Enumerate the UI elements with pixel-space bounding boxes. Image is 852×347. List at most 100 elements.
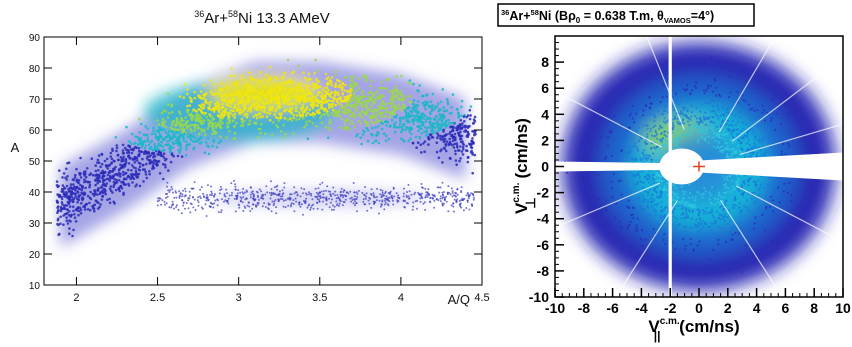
left-density-dot [138,184,142,188]
right-density-dot [723,133,726,136]
left-tail-dot [443,191,445,193]
left-tail-dot [281,198,284,201]
right-density-dot [715,210,719,213]
left-density-dot [370,103,374,106]
left-density-dot [192,146,196,149]
left-density-dot [404,111,408,114]
left-density-dot [444,142,447,146]
left-density-dot [243,106,247,109]
right-density-dot [662,208,665,211]
right-xtick-label: -2 [664,300,677,316]
right-density-dot [741,107,744,110]
right-density-dot [762,136,765,139]
left-tail-dot [264,206,267,208]
left-density-dot [184,116,187,119]
left-density-dot [352,85,356,89]
left-tail-dot [367,199,370,202]
left-density-dot [440,122,444,125]
left-density-dot [462,147,465,151]
left-density-dot [111,191,114,194]
left-density-dot [109,151,113,155]
left-density-dot [100,162,104,166]
right-density-dot [655,156,658,159]
left-density-dot [366,122,370,126]
left-density-dot [84,175,88,179]
left-density-dot [263,107,267,110]
left-tail-dot [225,188,228,191]
left-density-dot [95,176,99,180]
left-density-dot [128,157,132,160]
left-density-dot [98,176,101,179]
left-tail-dot [226,200,229,203]
right-density-dot [617,180,621,183]
left-tail-dot [289,205,292,208]
right-density-dot [659,138,662,141]
right-density-dot [705,116,708,119]
right-density-dot [752,213,755,216]
right-density-dot [699,193,702,196]
right-ylabel-sub: ⊥ [523,197,538,208]
left-tail-dot [424,187,427,190]
right-density-dot [758,186,762,189]
left-density-dot [401,138,405,142]
right-density-dot [686,120,690,123]
left-density-dot [99,171,103,175]
left-chart-title: 36Ar+58Ni 13.3 AMeV [194,9,330,27]
left-density-dot [443,115,446,119]
right-density-dot [706,135,710,138]
left-tail-dot [353,200,356,203]
left-density-dot [80,191,83,194]
left-density-dot [346,125,350,129]
left-density-dot [275,77,279,80]
right-density-dot [629,112,633,115]
left-density-dot [144,144,148,147]
right-density-dot [700,129,703,133]
left-tail-dot [231,191,233,194]
left-density-dot [364,79,368,82]
left-density-dot [140,122,143,126]
right-density-dot [735,183,739,187]
right-density-dot [701,219,704,222]
left-density-dot [145,157,149,160]
left-density-dot [421,94,424,98]
right-density-dot [615,202,618,205]
left-density-dot [112,185,115,189]
left-density-dot [266,111,269,115]
left-density-dot [148,155,151,158]
left-tail-dot [171,188,174,191]
right-density-dot [718,213,721,216]
left-density-dot [258,96,261,100]
left-density-dot [379,105,382,108]
left-tail-dot [386,198,389,201]
left-density-dot [98,205,101,209]
left-tail-dot [334,194,336,197]
right-density-dot [652,174,655,177]
left-density-dot [161,118,165,121]
left-density-dot [401,99,404,102]
left-tail-dot [392,203,395,206]
right-density-dot [714,203,717,206]
right-density-dot [764,154,767,157]
left-tail-dot [252,203,255,206]
left-tail-dot [451,190,454,193]
right-density-dot [737,132,741,135]
left-tail-dot [283,199,285,202]
left-density-dot [212,107,215,110]
left-density-dot [184,122,188,126]
left-tail-dot [194,209,197,211]
right-density-dot [641,194,644,197]
left-density-dot [390,111,394,115]
right-density-dot [658,127,661,131]
left-density-dot [127,182,130,186]
left-tail-dot [212,206,215,209]
right-density-dot [740,185,743,188]
right-density-dot [664,73,668,76]
left-density-dot [447,142,450,146]
left-density-dot [319,94,323,98]
right-density-dot [777,186,780,189]
right-density-dot [663,187,666,190]
left-density-dot [133,158,137,161]
left-density-dot [299,82,303,86]
left-density-dot [96,188,100,192]
left-density-dot [306,88,309,92]
